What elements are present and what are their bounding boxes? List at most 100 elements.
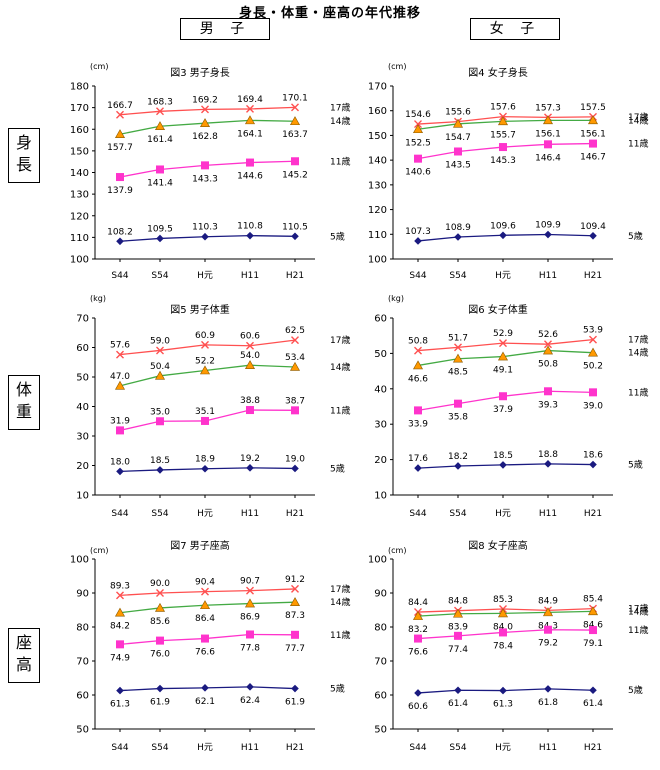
data-point [199, 365, 211, 375]
data-point [414, 464, 422, 472]
data-label: 76.6 [195, 648, 215, 658]
data-label: 107.3 [405, 227, 431, 237]
data-label: 59.0 [150, 336, 170, 346]
data-point [412, 611, 424, 620]
data-point [201, 340, 209, 349]
x-tick-label: H11 [241, 743, 259, 753]
data-point [154, 121, 166, 131]
data-label: 170.1 [282, 93, 308, 103]
y-tick-label: 40 [76, 402, 89, 413]
data-label: 84.0 [493, 622, 513, 632]
x-tick-label: H21 [584, 271, 602, 281]
chart-fig5: 図5 男子体重 (kg) 10 20 30 40 50 60 70 S44 S54 H元 H11 H21 5… [76, 294, 350, 519]
data-label: 76.0 [150, 650, 170, 660]
data-label: 76.6 [408, 648, 428, 658]
series-name-label: 14歳 [330, 115, 350, 127]
data-label: 46.6 [408, 374, 428, 384]
data-point [542, 607, 554, 617]
data-point [246, 683, 254, 691]
x-tick-label: H元 [197, 743, 213, 753]
row-label-height: 身長 [8, 128, 40, 183]
data-label: 108.2 [107, 227, 133, 237]
data-point [589, 626, 597, 635]
data-point [414, 689, 422, 697]
x-tick-label: H元 [495, 509, 511, 519]
data-point [544, 460, 552, 468]
data-point [454, 462, 462, 470]
data-label: 61.4 [448, 699, 468, 709]
y-tick-label: 120 [368, 205, 387, 216]
x-tick-label: H元 [197, 509, 213, 519]
y-tick-label: 60 [374, 314, 387, 325]
series-name-label: 17歳 [330, 583, 350, 595]
row-label-weight-char: 重 [15, 402, 32, 421]
chart-fig7: 図7 男子座高 (cm) 50 60 70 80 90 100 S44 S54 H元 H11 H21 89… [70, 539, 351, 753]
data-label: 110.5 [282, 222, 308, 232]
data-label: 38.7 [285, 396, 305, 406]
data-label: 156.1 [580, 129, 606, 139]
y-tick-label: 130 [368, 180, 387, 191]
data-label: 169.2 [192, 95, 218, 105]
y-tick-label: 160 [70, 125, 89, 136]
data-label: 77.4 [448, 645, 468, 655]
data-point [246, 158, 254, 167]
data-label: 161.4 [147, 135, 173, 145]
y-tick-label: 50 [76, 373, 89, 384]
data-label: 169.4 [237, 95, 263, 105]
x-tick-label: S54 [449, 271, 466, 281]
data-label: 50.8 [538, 360, 558, 370]
data-label: 90.4 [195, 578, 215, 588]
series-name-label: 5歳 [628, 684, 643, 696]
data-point [156, 234, 164, 243]
data-label: 51.7 [448, 333, 468, 343]
series-name-label: 11歳 [628, 624, 648, 636]
data-label: 39.0 [583, 401, 603, 411]
data-point [414, 154, 422, 163]
data-label: 84.4 [408, 598, 428, 608]
data-label: 31.9 [110, 416, 130, 426]
data-label: 143.3 [192, 174, 218, 184]
x-tick-label: H元 [197, 271, 213, 281]
y-tick-label: 170 [368, 82, 387, 93]
data-label: 168.3 [147, 97, 173, 107]
x-tick-label: H21 [286, 271, 304, 281]
data-point [544, 140, 552, 149]
x-tick-label: H21 [584, 743, 602, 753]
series-name-label: 5歳 [628, 230, 643, 242]
data-label: 18.5 [150, 456, 170, 466]
data-point [114, 607, 126, 617]
data-label: 77.7 [285, 644, 305, 654]
axis-unit: (cm) [90, 62, 108, 71]
data-point [154, 602, 166, 612]
data-label: 35.1 [195, 407, 215, 417]
data-label: 84.8 [448, 597, 468, 607]
data-label: 61.9 [150, 698, 170, 708]
data-label: 157.5 [580, 103, 606, 113]
data-point [412, 360, 424, 370]
x-tick-label: S44 [111, 743, 128, 753]
data-point [499, 339, 507, 348]
data-point [542, 345, 554, 355]
y-tick-label: 70 [76, 314, 89, 325]
data-point [589, 231, 597, 240]
data-label: 49.1 [493, 366, 513, 376]
data-label: 146.4 [535, 153, 561, 163]
data-point [116, 173, 124, 182]
series-line [119, 364, 296, 387]
data-point [454, 399, 462, 408]
data-point [116, 350, 124, 359]
series-name-label: 11歳 [330, 629, 350, 641]
data-point [156, 589, 164, 597]
data-point [289, 597, 301, 606]
data-point [246, 104, 254, 113]
data-point [291, 630, 299, 639]
data-point [414, 120, 422, 129]
y-tick-label: 80 [374, 623, 387, 634]
data-point [244, 360, 256, 369]
x-tick-label: H11 [241, 509, 259, 519]
data-point [454, 147, 462, 156]
y-tick-label: 110 [70, 233, 89, 244]
data-label: 18.5 [493, 451, 513, 461]
data-label: 144.6 [237, 172, 263, 182]
